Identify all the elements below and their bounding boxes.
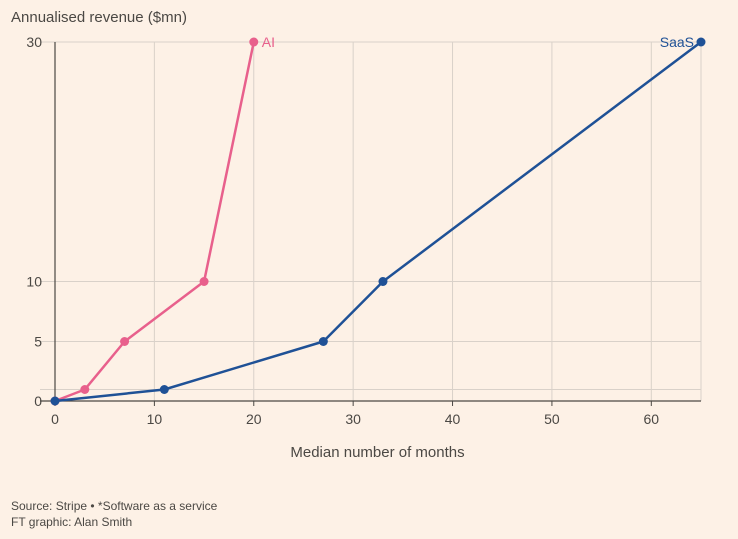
data-point-saas — [50, 396, 60, 406]
data-point-ai — [249, 37, 259, 47]
x-tick-label: 60 — [644, 411, 660, 427]
series-saas: SaaS — [50, 34, 706, 406]
y-tick-label: 30 — [26, 34, 42, 50]
data-point-ai — [199, 277, 209, 286]
data-point-saas — [696, 37, 706, 47]
y-tick-label: 0 — [34, 393, 42, 409]
series-label-ai: AI — [262, 34, 275, 50]
y-tick-label: 10 — [26, 274, 42, 290]
x-axis-title: Median number of months — [290, 444, 465, 461]
series-label-saas: SaaS — [660, 34, 694, 50]
axes: 0 10 20 30 40 50 60 0 5 10 30 — [26, 34, 701, 427]
x-tick-label: 30 — [345, 411, 361, 427]
x-tick-label: 0 — [51, 411, 59, 427]
x-tick-label: 20 — [246, 411, 262, 427]
series-group: AI SaaS — [50, 34, 706, 406]
data-point-ai — [120, 337, 130, 346]
data-point-saas — [318, 337, 328, 346]
data-point-ai — [80, 385, 90, 394]
data-point-saas — [159, 385, 169, 394]
series-line-saas — [54, 41, 702, 403]
data-point-saas — [378, 277, 388, 286]
y-axis-title: Annualised revenue ($mn) — [11, 9, 187, 26]
x-tick-label: 50 — [544, 411, 560, 427]
source-note: Source: Stripe • *Software as a service — [11, 499, 218, 513]
x-tick-label: 10 — [147, 411, 163, 427]
y-tick-label: 5 — [34, 334, 42, 350]
x-tick-label: 40 — [445, 411, 461, 427]
gridlines — [40, 41, 702, 401]
graphic-credit: FT graphic: Alan Smith — [11, 515, 133, 529]
series-ai: AI — [50, 34, 275, 406]
